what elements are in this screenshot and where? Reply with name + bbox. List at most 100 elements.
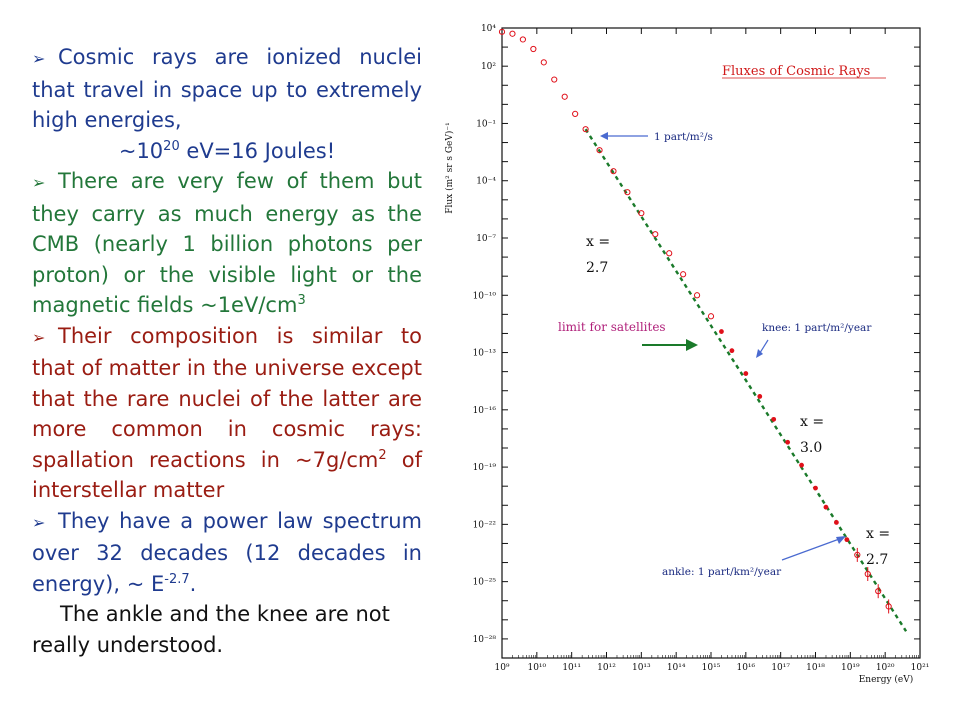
- y-tick-label: 10⁻⁴: [476, 177, 496, 187]
- bullet-exponent: 3: [297, 293, 306, 308]
- axis-ticks: [501, 27, 921, 659]
- data-point: [885, 603, 892, 610]
- data-point: [498, 28, 506, 35]
- x-tick-label: 10¹⁶: [736, 663, 755, 673]
- x-tick-label: 10¹⁰: [527, 663, 546, 673]
- x-tick-label: 10¹⁵: [702, 663, 721, 673]
- x-tick-labels: 10⁹ 10¹⁰ 10¹¹ 10¹² 10¹³ 10¹⁴ 10¹⁵ 10¹⁶ 10¹⁷ 10¹⁸ 1…: [494, 663, 929, 673]
- power-law-fit-line: [584, 128, 908, 632]
- energy-suffix: eV=16 Joules!: [179, 138, 336, 163]
- figure-title: Fluxes of Cosmic Rays: [722, 64, 870, 79]
- arrow-bullet-icon: ➢: [32, 327, 46, 347]
- data-point: [638, 210, 645, 217]
- cosmic-ray-flux-figure: 10⁴ 10² 10⁻¹ 10⁻⁴ 10⁻⁷ 10⁻¹⁰ 10⁻¹³ 10⁻¹⁶ 10⁻¹⁹ 10…: [436, 18, 936, 698]
- y-tick-label: 10⁻¹⁰: [473, 291, 497, 301]
- slope-label-value: 3.0: [800, 440, 822, 456]
- arrowhead-icon: [756, 349, 763, 358]
- x-tick-label: 10²⁰: [876, 663, 895, 673]
- annotation-limit-for-satellites: limit for satellites: [558, 320, 666, 334]
- bullet-text-after: .: [189, 571, 197, 596]
- plot-frame: [501, 27, 921, 659]
- data-point: [561, 93, 568, 100]
- data-point: [624, 189, 631, 196]
- arrow-bullet-icon: ➢: [32, 512, 46, 532]
- data-point: [652, 231, 659, 238]
- y-tick-label: 10²: [481, 62, 496, 72]
- annotation-knee: knee: 1 part/m²/year: [762, 322, 872, 334]
- arrow-bullet-icon: ➢: [32, 49, 46, 68]
- data-point: [823, 504, 829, 510]
- bullet-text: They have a power law spectrum over 32 d…: [32, 508, 422, 596]
- closing-remark: The ankle and the knee are not really un…: [32, 602, 390, 657]
- data-point: [743, 371, 749, 376]
- data-point: [572, 110, 579, 118]
- slope-label-value: 2.7: [866, 552, 888, 568]
- energy-exponent: 20: [163, 138, 180, 154]
- x-tick-label: 10¹³: [632, 663, 651, 673]
- slope-label-3: x = 2.7: [866, 526, 890, 568]
- slope-label-1: x = 2.7: [586, 234, 610, 276]
- arrowhead-icon: [600, 132, 608, 140]
- data-point: [864, 570, 871, 578]
- arrow-bullet-icon: ➢: [32, 173, 46, 192]
- bullet-text: There are very few of them but they carr…: [32, 169, 422, 317]
- bullet-exponent: 2: [378, 447, 387, 463]
- slope-label-x: x =: [800, 414, 824, 430]
- slope-label-2: x = 3.0: [800, 414, 824, 456]
- x-tick-label: 10¹⁹: [841, 663, 860, 673]
- flux-chart: 10⁴ 10² 10⁻¹ 10⁻⁴ 10⁻⁷ 10⁻¹⁰ 10⁻¹³ 10⁻¹⁶ 10⁻¹⁹ 10…: [444, 24, 929, 685]
- data-point: [519, 36, 527, 43]
- data-point: [729, 348, 735, 354]
- y-tick-label: 10⁻¹⁶: [473, 406, 497, 416]
- arrowhead-icon: [686, 339, 698, 351]
- x-tick-label: 10¹⁴: [667, 663, 686, 673]
- data-point: [799, 462, 804, 468]
- y-tick-label: 10⁻¹: [476, 119, 496, 129]
- bullet-text: Their composition is similar to that of …: [32, 323, 422, 472]
- x-tick-label: 10¹²: [597, 663, 616, 673]
- energy-prefix: ~10: [118, 138, 164, 163]
- data-point: [854, 551, 861, 559]
- data-point: [551, 76, 558, 83]
- slope-label-x: x =: [586, 234, 610, 250]
- data-point: [785, 439, 791, 445]
- data-point: [757, 394, 763, 399]
- data-point: [666, 250, 673, 257]
- x-tick-label: 10¹⁸: [806, 663, 825, 673]
- y-tick-label: 10⁻²⁵: [473, 578, 497, 588]
- bullet-composition: ➢ Their composition is similar to that of…: [32, 321, 422, 506]
- arrowhead-icon: [836, 536, 846, 544]
- energy-line: ~1020 eV=16 Joules!: [32, 136, 422, 167]
- data-point: [707, 313, 715, 320]
- data-point: [719, 329, 724, 334]
- x-tick-label: 10¹⁷: [771, 663, 790, 673]
- y-tick-label: 10⁴: [481, 24, 496, 34]
- data-point: [582, 126, 589, 133]
- data-point: [596, 147, 603, 154]
- annotation-arrow-ankle: [781, 537, 843, 561]
- x-tick-label: 10⁹: [494, 663, 509, 673]
- data-point: [875, 588, 882, 595]
- data-point: [509, 30, 516, 37]
- data-point: [693, 292, 701, 299]
- y-tick-label: 10⁻¹³: [473, 349, 497, 359]
- bullet-text: Cosmic rays are ionized nuclei that trav…: [32, 45, 422, 132]
- bullet-exponent: -2.7: [164, 571, 190, 587]
- bullet-energy-density: ➢ There are very few of them but they car…: [32, 166, 422, 321]
- data-point: [680, 271, 687, 278]
- annotation-ankle: ankle: 1 part/km²/year: [662, 566, 782, 578]
- annotation-one-part-per-m2-s: 1 part/m²/s: [654, 131, 713, 143]
- data-points: [498, 28, 892, 614]
- y-tick-label: 10⁻¹⁹: [473, 463, 497, 473]
- data-point: [540, 59, 547, 66]
- y-axis-label: Flux (m² sr s GeV)⁻¹: [444, 122, 455, 214]
- y-tick-label: 10⁻²²: [473, 520, 497, 530]
- y-tick-labels: 10⁴ 10² 10⁻¹ 10⁻⁴ 10⁻⁷ 10⁻¹⁰ 10⁻¹³ 10⁻¹⁶ 10⁻¹⁹ 10…: [473, 24, 497, 645]
- slope-label-value: 2.7: [586, 260, 608, 276]
- data-point: [771, 416, 777, 422]
- data-point: [813, 485, 818, 491]
- data-point: [844, 537, 850, 543]
- x-tick-label: 10¹¹: [562, 663, 581, 673]
- y-tick-label: 10⁻⁷: [476, 234, 496, 244]
